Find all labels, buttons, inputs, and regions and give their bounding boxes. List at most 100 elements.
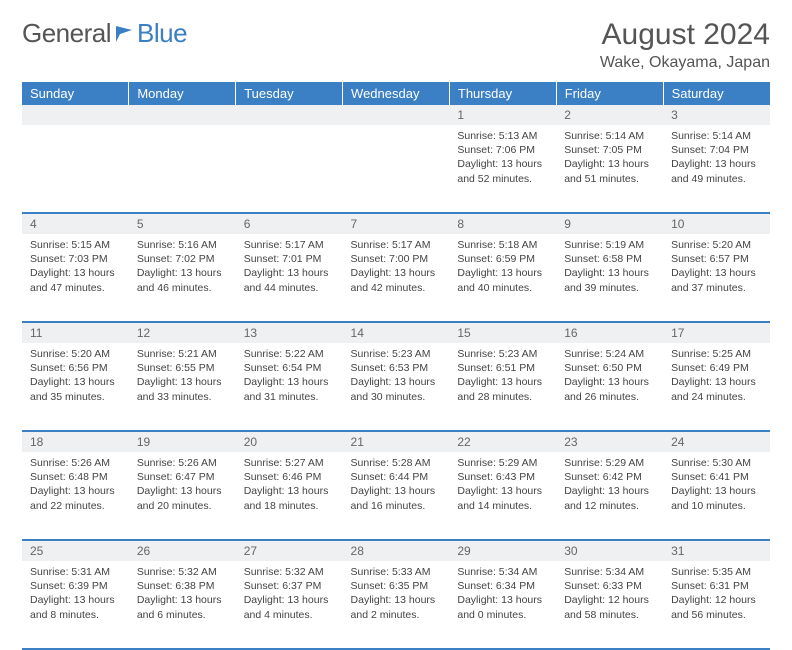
day-details-cell: Sunrise: 5:34 AMSunset: 6:34 PMDaylight:… xyxy=(449,561,556,649)
sunset-line: Sunset: 6:34 PM xyxy=(457,579,548,593)
day-number-cell: 2 xyxy=(556,105,663,125)
sunset-line: Sunset: 6:47 PM xyxy=(137,470,228,484)
daylight-line: Daylight: 13 hours and 16 minutes. xyxy=(351,484,442,512)
day-number-cell: 28 xyxy=(343,540,450,561)
daylight-line: Daylight: 13 hours and 28 minutes. xyxy=(457,375,548,403)
day-details-cell: Sunrise: 5:21 AMSunset: 6:55 PMDaylight:… xyxy=(129,343,236,431)
sunrise-line: Sunrise: 5:32 AM xyxy=(137,565,228,579)
daylight-line: Daylight: 13 hours and 52 minutes. xyxy=(457,157,548,185)
sunset-line: Sunset: 7:02 PM xyxy=(137,252,228,266)
day-details-cell: Sunrise: 5:20 AMSunset: 6:56 PMDaylight:… xyxy=(22,343,129,431)
day-details-cell: Sunrise: 5:23 AMSunset: 6:51 PMDaylight:… xyxy=(449,343,556,431)
day-details-cell: Sunrise: 5:14 AMSunset: 7:05 PMDaylight:… xyxy=(556,125,663,213)
daylight-line: Daylight: 12 hours and 56 minutes. xyxy=(671,593,762,621)
day-details-cell: Sunrise: 5:26 AMSunset: 6:48 PMDaylight:… xyxy=(22,452,129,540)
sunset-line: Sunset: 6:44 PM xyxy=(351,470,442,484)
sunrise-line: Sunrise: 5:34 AM xyxy=(457,565,548,579)
day-number-cell: 20 xyxy=(236,431,343,452)
sunset-line: Sunset: 6:58 PM xyxy=(564,252,655,266)
day-details-cell: Sunrise: 5:19 AMSunset: 6:58 PMDaylight:… xyxy=(556,234,663,322)
day-number-cell: 27 xyxy=(236,540,343,561)
month-title: August 2024 xyxy=(600,18,770,52)
sunrise-line: Sunrise: 5:18 AM xyxy=(457,238,548,252)
weekday-header: Thursday xyxy=(449,82,556,105)
sunset-line: Sunset: 7:05 PM xyxy=(564,143,655,157)
day-number-cell: 29 xyxy=(449,540,556,561)
day-details-cell: Sunrise: 5:18 AMSunset: 6:59 PMDaylight:… xyxy=(449,234,556,322)
sunset-line: Sunset: 6:51 PM xyxy=(457,361,548,375)
day-details-cell: Sunrise: 5:34 AMSunset: 6:33 PMDaylight:… xyxy=(556,561,663,649)
daylight-line: Daylight: 13 hours and 51 minutes. xyxy=(564,157,655,185)
day-details-row: Sunrise: 5:31 AMSunset: 6:39 PM Daylight:… xyxy=(22,561,770,649)
daylight-line: Daylight: 13 hours and 18 minutes. xyxy=(244,484,335,512)
day-details-cell: Sunrise: 5:26 AMSunset: 6:47 PMDaylight:… xyxy=(129,452,236,540)
day-number-cell: 31 xyxy=(663,540,770,561)
day-details-cell: Sunrise: 5:29 AMSunset: 6:43 PMDaylight:… xyxy=(449,452,556,540)
day-details-cell: Sunrise: 5:32 AMSunset: 6:38 PMDaylight:… xyxy=(129,561,236,649)
sunrise-line: Sunrise: 5:28 AM xyxy=(351,456,442,470)
day-number-cell: 6 xyxy=(236,213,343,234)
day-details-cell: Sunrise: 5:13 AMSunset: 7:06 PMDaylight:… xyxy=(449,125,556,213)
sunrise-line: Sunrise: 5:23 AM xyxy=(457,347,548,361)
sunrise-line: Sunrise: 5:29 AM xyxy=(564,456,655,470)
sunset-line: Sunset: 6:54 PM xyxy=(244,361,335,375)
logo-text-blue: Blue xyxy=(137,18,187,49)
sunrise-line: Sunrise: 5:14 AM xyxy=(564,129,655,143)
day-details-cell: Sunrise: 5:30 AMSunset: 6:41 PMDaylight:… xyxy=(663,452,770,540)
day-details-cell: Sunrise: 5:28 AMSunset: 6:44 PMDaylight:… xyxy=(343,452,450,540)
day-number-cell xyxy=(236,105,343,125)
sunset-line: Sunset: 7:06 PM xyxy=(457,143,548,157)
sunset-line: Sunset: 6:48 PM xyxy=(30,470,121,484)
daylight-line: Daylight: 13 hours and 39 minutes. xyxy=(564,266,655,294)
daylight-line: Daylight: 13 hours and 10 minutes. xyxy=(671,484,762,512)
daylight-line: Daylight: 13 hours and 37 minutes. xyxy=(671,266,762,294)
sunrise-line: Sunrise: 5:20 AM xyxy=(671,238,762,252)
sunset-line: Sunset: 7:04 PM xyxy=(671,143,762,157)
sunset-line: Sunset: 6:39 PM xyxy=(30,579,121,593)
day-details-cell: Sunrise: 5:33 AMSunset: 6:35 PMDaylight:… xyxy=(343,561,450,649)
day-details-cell: Sunrise: 5:14 AMSunset: 7:04 PMDaylight:… xyxy=(663,125,770,213)
daylight-line: Daylight: 13 hours and 42 minutes. xyxy=(351,266,442,294)
sunset-line: Sunset: 6:50 PM xyxy=(564,361,655,375)
day-details-cell: Sunrise: 5:23 AMSunset: 6:53 PMDaylight:… xyxy=(343,343,450,431)
day-number-cell: 21 xyxy=(343,431,450,452)
sunset-line: Sunset: 6:59 PM xyxy=(457,252,548,266)
day-number-row: 18192021222324 xyxy=(22,431,770,452)
sunset-line: Sunset: 6:56 PM xyxy=(30,361,121,375)
day-number-cell: 22 xyxy=(449,431,556,452)
day-details-row: Sunrise: 5:26 AMSunset: 6:48 PMDaylight:… xyxy=(22,452,770,540)
sunrise-line: Sunrise: 5:31 AM xyxy=(30,565,121,579)
sunrise-line: Sunrise: 5:26 AM xyxy=(137,456,228,470)
day-number-cell: 24 xyxy=(663,431,770,452)
day-number-cell: 7 xyxy=(343,213,450,234)
weekday-header: Wednesday xyxy=(343,82,450,105)
sunrise-line: Sunrise: 5:35 AM xyxy=(671,565,762,579)
weekday-header: Friday xyxy=(556,82,663,105)
daylight-line: Daylight: 13 hours and 40 minutes. xyxy=(457,266,548,294)
sunrise-line: Sunrise: 5:13 AM xyxy=(457,129,548,143)
daylight-line: Daylight: 13 hours and 49 minutes. xyxy=(671,157,762,185)
day-details-cell: Sunrise: 5:31 AMSunset: 6:39 PMDaylight:… xyxy=(22,561,129,649)
sunrise-line: Sunrise: 5:24 AM xyxy=(564,347,655,361)
day-number-cell: 14 xyxy=(343,322,450,343)
sunset-line: Sunset: 6:41 PM xyxy=(671,470,762,484)
daylight-line: Daylight: 13 hours and 44 minutes. xyxy=(244,266,335,294)
day-number-cell: 30 xyxy=(556,540,663,561)
daylight-line: Daylight: 13 hours and 33 minutes. xyxy=(137,375,228,403)
location: Wake, Okayama, Japan xyxy=(600,54,770,72)
sunset-line: Sunset: 6:46 PM xyxy=(244,470,335,484)
daylight-line: Daylight: 13 hours and 22 minutes. xyxy=(30,484,121,512)
sunset-line: Sunset: 6:49 PM xyxy=(671,361,762,375)
day-details-cell: Sunrise: 5:17 AMSunset: 7:00 PMDaylight:… xyxy=(343,234,450,322)
day-details-cell: Sunrise: 5:15 AMSunset: 7:03 PMDaylight:… xyxy=(22,234,129,322)
day-details-cell: Sunrise: 5:25 AMSunset: 6:49 PMDaylight:… xyxy=(663,343,770,431)
day-details-cell: Sunrise: 5:16 AMSunset: 7:02 PMDaylight:… xyxy=(129,234,236,322)
daylight-line: Daylight: 13 hours and 6 minutes. xyxy=(137,593,228,621)
calendar-body: 123 Sunrise: 5:13 AMSunset: 7:06 PMDayli… xyxy=(22,105,770,649)
logo: General Blue xyxy=(22,18,187,49)
header: General Blue August 2024 Wake, Okayama, … xyxy=(22,18,770,72)
logo-text-general: General xyxy=(22,18,111,49)
sunrise-line: Sunrise: 5:21 AM xyxy=(137,347,228,361)
day-number-cell: 19 xyxy=(129,431,236,452)
sunrise-line: Sunrise: 5:34 AM xyxy=(564,565,655,579)
